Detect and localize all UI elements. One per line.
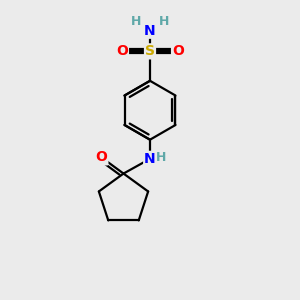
Text: N: N xyxy=(144,24,156,38)
Text: H: H xyxy=(156,151,166,164)
Text: O: O xyxy=(172,44,184,58)
Text: O: O xyxy=(116,44,128,58)
Text: S: S xyxy=(145,44,155,58)
Text: H: H xyxy=(159,14,169,28)
Text: N: N xyxy=(144,152,156,166)
Text: H: H xyxy=(131,14,141,28)
Text: O: O xyxy=(95,150,107,164)
